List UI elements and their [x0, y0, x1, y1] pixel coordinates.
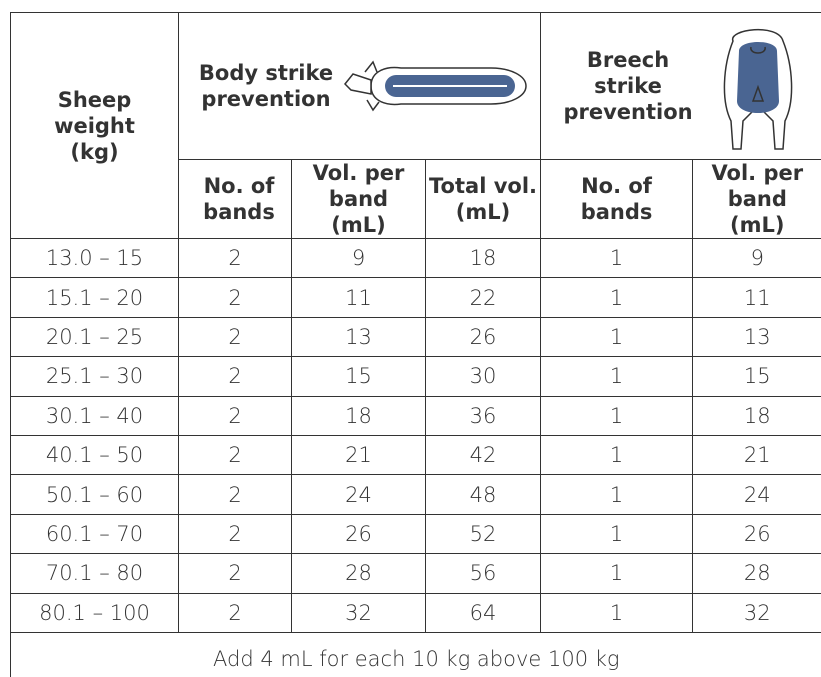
data-cell: 32	[693, 593, 821, 632]
data-cell: 50.1 – 60	[11, 475, 179, 514]
data-cell: 56	[426, 554, 541, 593]
data-cell: 1	[541, 475, 693, 514]
data-cell: 26	[426, 317, 541, 356]
data-cell: 60.1 – 70	[11, 514, 179, 553]
dosage-table: Sheep weight (kg) Body strike prevention…	[10, 12, 821, 677]
data-cell: 2	[179, 357, 292, 396]
data-cell: 13	[292, 317, 426, 356]
data-cell: 9	[693, 239, 821, 278]
data-cell: 25.1 – 30	[11, 357, 179, 396]
data-cell: 32	[292, 593, 426, 632]
data-cell: 64	[426, 593, 541, 632]
data-cell: 24	[693, 475, 821, 514]
data-cell: 42	[426, 435, 541, 474]
breech-header-text: Breech strike prevention	[563, 47, 693, 125]
subheader-cell: Vol. per band (mL)	[693, 160, 821, 239]
data-cell: 2	[179, 593, 292, 632]
data-cell: 28	[292, 554, 426, 593]
page: Sheep weight (kg) Body strike prevention…	[0, 0, 821, 677]
subheader-text: No. of bands	[557, 173, 677, 225]
data-cell: 1	[541, 514, 693, 553]
data-cell: 30.1 – 40	[11, 396, 179, 435]
subheader-cell: Total vol. (mL)	[426, 160, 541, 239]
subheader-text: Vol. per band (mL)	[697, 160, 817, 238]
data-cell: 80.1 – 100	[11, 593, 179, 632]
data-cell: 18	[693, 396, 821, 435]
data-cell: 2	[179, 475, 292, 514]
data-cell: 11	[292, 278, 426, 317]
data-cell: 1	[541, 278, 693, 317]
data-cell: 1	[541, 357, 693, 396]
breech-header: Breech strike prevention	[541, 13, 821, 160]
data-cell: 18	[426, 239, 541, 278]
data-cell: 20.1 – 25	[11, 317, 179, 356]
breech-icon	[713, 21, 803, 151]
data-cell: 40.1 – 50	[11, 435, 179, 474]
data-cell: 2	[179, 239, 292, 278]
data-cell: 21	[292, 435, 426, 474]
subheader-cell: No. of bands	[179, 160, 292, 239]
data-cell: 2	[179, 278, 292, 317]
data-cell: 2	[179, 317, 292, 356]
data-cell: 26	[292, 514, 426, 553]
subheader-text: Vol. per band (mL)	[299, 160, 419, 238]
data-cell: 70.1 – 80	[11, 554, 179, 593]
body-header: Body strike prevention	[179, 13, 541, 160]
data-cell: 26	[693, 514, 821, 553]
data-cell: 21	[693, 435, 821, 474]
data-cell: 15	[693, 357, 821, 396]
data-cell: 15	[292, 357, 426, 396]
data-cell: 1	[541, 317, 693, 356]
footer-note: Add 4 mL for each 10 kg above 100 kg	[11, 632, 821, 677]
data-cell: 48	[426, 475, 541, 514]
data-cell: 28	[693, 554, 821, 593]
data-cell: 2	[179, 435, 292, 474]
subheader-text: Total vol. (mL)	[428, 173, 538, 225]
data-cell: 9	[292, 239, 426, 278]
data-cell: 1	[541, 593, 693, 632]
footer-row: Add 4 mL for each 10 kg above 100 kg	[11, 632, 821, 677]
data-cell: 2	[179, 514, 292, 553]
data-cell: 1	[541, 435, 693, 474]
weight-header-text: Sheep weight (kg)	[50, 87, 140, 165]
data-cell: 13	[693, 317, 821, 356]
table-wrap: Sheep weight (kg) Body strike prevention…	[10, 12, 821, 677]
subheader-text: No. of bands	[179, 173, 299, 225]
body-icon	[341, 56, 531, 116]
data-cell: 13.0 – 15	[11, 239, 179, 278]
data-cell: 30	[426, 357, 541, 396]
weight-header: Sheep weight (kg)	[11, 13, 179, 239]
data-cell: 1	[541, 396, 693, 435]
data-cell: 18	[292, 396, 426, 435]
data-cell: 1	[541, 554, 693, 593]
subheader-cell: Vol. per band (mL)	[292, 160, 426, 239]
data-cell: 36	[426, 396, 541, 435]
data-cell: 1	[541, 239, 693, 278]
data-cell: 2	[179, 554, 292, 593]
data-cell: 15.1 – 20	[11, 278, 179, 317]
data-cell: 22	[426, 278, 541, 317]
data-cell: 11	[693, 278, 821, 317]
body-header-text: Body strike prevention	[191, 60, 341, 112]
data-cell: 52	[426, 514, 541, 553]
data-cell: 24	[292, 475, 426, 514]
subheader-cell: No. of bands	[541, 160, 693, 239]
data-cell: 2	[179, 396, 292, 435]
